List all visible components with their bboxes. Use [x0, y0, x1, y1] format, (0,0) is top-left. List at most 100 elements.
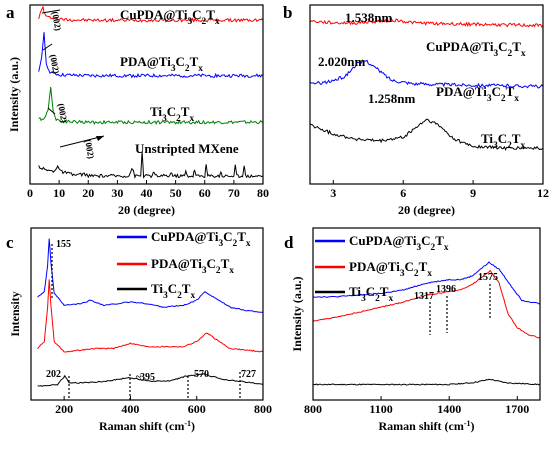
formula-part: T	[190, 54, 199, 69]
series-label: Unstripted MXene	[135, 141, 239, 156]
x-tick-label: 20	[82, 186, 94, 200]
subscript: x	[444, 243, 449, 253]
peak-label: (002)	[83, 139, 96, 160]
x-axis-label: Raman shift (cm-1)	[99, 419, 195, 434]
formula-part: C	[498, 39, 507, 54]
subscript: 2	[202, 17, 207, 27]
series-label: Ti3C2Tx	[481, 131, 525, 151]
subscript: x	[215, 17, 220, 27]
formula-part: C	[223, 229, 232, 244]
arrow	[41, 9, 61, 14]
formula-part: CuPDA@Ti	[426, 39, 494, 54]
subscript: 3	[416, 243, 421, 253]
arrow-head	[96, 136, 104, 141]
legend-label: PDA@Ti3C2Tx	[349, 259, 432, 279]
formula-part: Ti	[150, 104, 162, 119]
series-line-c-1	[37, 279, 264, 353]
formula-part: T	[419, 259, 428, 274]
series-line-d-0	[312, 261, 541, 305]
y-axis-label: Intensity (a.u.)	[7, 57, 21, 132]
panel-letter: d	[284, 233, 294, 252]
axis-label-part: -1	[464, 419, 471, 428]
legend-label: PDA@Ti3C2Tx	[151, 256, 234, 276]
series-line-a-3	[38, 151, 264, 180]
series-line-b-2	[309, 118, 544, 151]
series-label: PDA@Ti3C2Tx	[120, 54, 203, 74]
subscript: 3	[162, 114, 167, 124]
subscript: 3	[487, 94, 492, 104]
d-spacing-label: 1.538nm	[345, 10, 392, 25]
formula-part: CuPDA@Ti	[120, 7, 188, 22]
formula-part: C	[405, 259, 414, 274]
peak-label: 1575	[478, 272, 498, 283]
series-label: PDA@Ti3C2Tx	[436, 84, 519, 104]
x-tick-label: 600	[188, 402, 206, 416]
x-tick-label: 12	[537, 186, 549, 200]
formula-part: C	[192, 7, 201, 22]
series-label: CuPDA@Ti3C2Tx	[120, 7, 220, 27]
x-tick-label: 80	[257, 186, 269, 200]
x-tick-label: 400	[121, 402, 139, 416]
x-tick-label: 1700	[505, 402, 529, 416]
formula-part: T	[512, 131, 521, 146]
peak-label: (002)	[50, 11, 63, 32]
subscript: 3	[202, 266, 207, 276]
x-tick-label: 60	[199, 186, 211, 200]
subscript: 3	[400, 269, 405, 279]
x-tick-label: 800	[254, 402, 272, 416]
peak-label: 727	[241, 369, 256, 380]
subscript: 2	[507, 141, 512, 151]
legend-label: Ti3C2Tx	[349, 284, 393, 304]
x-axis-label: 2θ (degree)	[118, 203, 175, 217]
subscript: x	[229, 266, 234, 276]
subscript: 2	[176, 114, 181, 124]
subscript: 3	[361, 294, 366, 304]
subscript: x	[520, 141, 525, 151]
y-axis-label: Intensity (a.u.)	[290, 276, 304, 351]
d-spacing-label: 1.258nm	[368, 91, 415, 106]
peak-label: 570	[194, 369, 209, 380]
x-tick-label: 800	[304, 402, 322, 416]
subscript: x	[427, 269, 432, 279]
subscript: 3	[218, 239, 223, 249]
formula-part: C	[176, 54, 185, 69]
y-axis-label: Intensity	[8, 291, 22, 336]
series-line-b-1	[309, 59, 544, 89]
peak-tilde: ~	[136, 372, 142, 383]
formula-part: C	[167, 104, 176, 119]
axis-label-part: -1	[184, 419, 191, 428]
subscript: 2	[233, 239, 238, 249]
formula-part: C	[168, 281, 177, 296]
series-line-c-0	[37, 238, 263, 313]
series-line-a-2	[38, 87, 264, 125]
axis-label-part: )	[191, 419, 195, 433]
formula-part: T	[182, 281, 191, 296]
axis-label-part: Raman shift (cm	[379, 419, 464, 433]
d-spacing-label: 2.020nm	[318, 54, 365, 69]
formula-part: Ti	[349, 284, 361, 299]
formula-part: Ti	[151, 281, 163, 296]
formula-part: T	[221, 256, 230, 271]
panel-letter: b	[283, 3, 292, 22]
subscript: x	[388, 294, 393, 304]
subscript: x	[514, 94, 519, 104]
formula-part: C	[421, 233, 430, 248]
subscript: x	[189, 114, 194, 124]
peak-label: 1396	[436, 284, 456, 295]
peak-label: (002)	[56, 103, 69, 124]
formula-part: CuPDA@Ti	[151, 229, 219, 244]
series-line-c-2	[37, 373, 264, 387]
legend-label: CuPDA@Ti3C2Tx	[349, 233, 449, 253]
x-tick-label: 1400	[437, 402, 461, 416]
series-label: CuPDA@Ti3C2Tx	[426, 39, 526, 59]
series-label: Ti3C2Tx	[150, 104, 194, 124]
formula-part: T	[435, 233, 444, 248]
formula-part: Ti	[481, 131, 493, 146]
subscript: x	[198, 64, 203, 74]
x-tick-label: 40	[141, 186, 153, 200]
formula-part: T	[512, 39, 521, 54]
formula-part: CuPDA@Ti	[349, 233, 417, 248]
subscript: x	[190, 291, 195, 301]
subscript: 3	[493, 141, 498, 151]
